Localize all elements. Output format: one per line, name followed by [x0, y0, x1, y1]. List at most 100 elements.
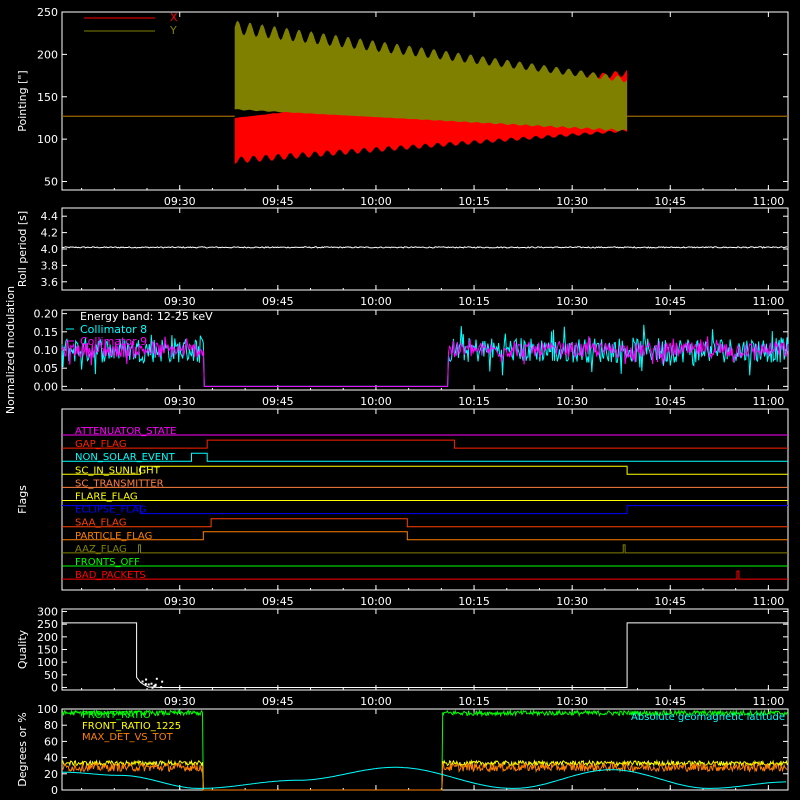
x-tick-label: 09:45 — [262, 695, 294, 708]
panel-4: 09:30 09:45 10:00 10:15 10:30 10:45 11:00 Flags… — [16, 408, 789, 608]
x-tick-label: 09:45 — [262, 195, 294, 208]
quality-point — [141, 680, 144, 683]
y-axis-label: Flags — [16, 485, 29, 514]
quality-point — [155, 677, 158, 680]
flag-label-fronts_off: FRONTS_OFF — [75, 557, 140, 568]
y-axis-label: Degrees or % — [16, 712, 29, 786]
x-tick-label: 10:00 — [360, 595, 392, 608]
legend-label: FRONT_RATIO_1225 — [82, 721, 181, 732]
y-tick-label: 3.6 — [41, 276, 59, 289]
modulation-collimator-9-line — [61, 336, 789, 387]
y-tick-label: 100 — [37, 703, 58, 716]
panel-3: 09:30 09:45 10:00 10:15 10:30 10:45 11:00 0.00 0… — [4, 286, 789, 414]
series-front_ratio_1225-line — [61, 759, 788, 791]
y-tick-label: 0.20 — [34, 308, 59, 321]
y-tick-label: 0.15 — [34, 326, 59, 339]
quality-point — [160, 686, 163, 689]
x-tick-label: 10:15 — [458, 695, 490, 708]
flag-line-aaz_flag — [62, 544, 788, 554]
quality-point — [145, 678, 148, 681]
x-tick-label: 09:45 — [262, 395, 294, 408]
y-axis-label: Roll period [s] — [16, 211, 29, 287]
panel-1: 09:30 09:45 10:00 10:15 10:30 10:45 11:00 50 100… — [16, 6, 789, 208]
flag-line-sc_in_sunlight — [62, 465, 788, 475]
x-tick-label: 10:00 — [360, 395, 392, 408]
y-tick-label: 100 — [37, 133, 58, 146]
x-tick-label: 10:00 — [360, 695, 392, 708]
x-tick-label: 10:30 — [556, 295, 588, 308]
series-geomagnetic-latitude-line — [62, 766, 786, 789]
roll-period-line — [61, 246, 788, 249]
quality-point — [151, 686, 154, 689]
y-tick-label: 100 — [37, 656, 58, 669]
x-tick-label: 10:45 — [654, 295, 686, 308]
x-tick-label: 09:45 — [262, 595, 294, 608]
x-tick-label: 10:15 — [458, 595, 490, 608]
quality-point — [144, 683, 147, 686]
quality-point — [154, 684, 157, 687]
x-tick-label: 10:45 — [654, 395, 686, 408]
y-axis-label: Normalized modulation — [4, 286, 17, 414]
flag-label-particle_flag: PARTICLE_FLAG — [75, 531, 152, 542]
x-tick-label: 10:45 — [654, 195, 686, 208]
x-tick-label: 10:30 — [556, 395, 588, 408]
y-tick-label: 300 — [37, 606, 58, 619]
legend-label-X: X — [170, 11, 178, 24]
y-tick-label: 150 — [37, 91, 58, 104]
y-tick-label: 40 — [44, 752, 58, 765]
quality-point — [150, 682, 153, 685]
legend-label: FRONT_RATIO — [82, 710, 151, 721]
x-tick-label: 10:15 — [458, 295, 490, 308]
x-tick-label: 11:00 — [753, 395, 785, 408]
y-tick-label: 0.10 — [34, 344, 59, 357]
x-tick-label: 11:00 — [753, 695, 785, 708]
y-tick-label: 80 — [44, 719, 58, 732]
panel-4-frame — [61, 408, 789, 591]
x-tick-label: 11:00 — [753, 595, 785, 608]
y-tick-label: 250 — [37, 618, 58, 631]
panel-1-frame — [61, 11, 789, 191]
legend-label-Y: Y — [169, 24, 177, 37]
y-tick-label: 3.8 — [41, 259, 59, 272]
flag-line-saa_flag — [62, 518, 788, 528]
x-tick-label: 10:30 — [556, 595, 588, 608]
x-tick-label: 10:15 — [458, 395, 490, 408]
panel-6: 0 20 40 60 80 100 Degrees or % FRONT_RATIOFRONT… — [16, 703, 789, 797]
y-tick-label: 50 — [44, 176, 58, 189]
quality-point — [161, 680, 164, 683]
y-tick-label: 60 — [44, 735, 58, 748]
x-tick-label: 09:30 — [164, 695, 196, 708]
panel-2-frame — [61, 207, 789, 291]
y-tick-label: 20 — [44, 768, 58, 781]
x-tick-label: 09:30 — [164, 195, 196, 208]
x-tick-label: 10:15 — [458, 195, 490, 208]
y-tick-label: 200 — [37, 631, 58, 644]
x-tick-label: 09:45 — [262, 295, 294, 308]
x-tick-label: 11:00 — [753, 295, 785, 308]
y-tick-label: 4.4 — [41, 210, 59, 223]
y-tick-label: 0.00 — [34, 380, 59, 393]
x-tick-label: 10:30 — [556, 695, 588, 708]
legend-label: Collimator 9 — [80, 335, 147, 348]
flag-label-bad_packets: BAD_PACKETS — [75, 570, 146, 581]
y-tick-label: 4.0 — [41, 243, 59, 256]
y-tick-label: 0.05 — [34, 362, 59, 375]
y-tick-label: 200 — [37, 48, 58, 61]
legend-label: MAX_DET_VS_TOT — [82, 732, 174, 743]
quality-line — [62, 622, 788, 688]
y-axis-label: Pointing ["] — [16, 70, 29, 131]
energy-band-annotation: Energy band: 12-25 keV — [80, 310, 213, 323]
x-tick-label: 10:00 — [360, 195, 392, 208]
quality-point — [147, 683, 150, 686]
x-tick-label: 10:45 — [654, 695, 686, 708]
flag-label-attenuator_state: ATTENUATOR_STATE — [75, 426, 176, 437]
y-tick-label: 4.2 — [41, 227, 59, 240]
flag-line-particle_flag — [62, 531, 788, 541]
flag-line-non_solar_event — [62, 452, 788, 462]
flag-label-eclipse_flag: ECLIPSE_FLAG — [75, 505, 146, 516]
panel-5-frame — [61, 608, 789, 691]
series-max_det_vs_tot-line — [61, 761, 788, 791]
flag-label-sc_transmitter: SC_TRANSMITTER — [75, 478, 164, 489]
y-tick-label: 150 — [37, 644, 58, 657]
legend-label: Collimator 8 — [80, 323, 147, 336]
